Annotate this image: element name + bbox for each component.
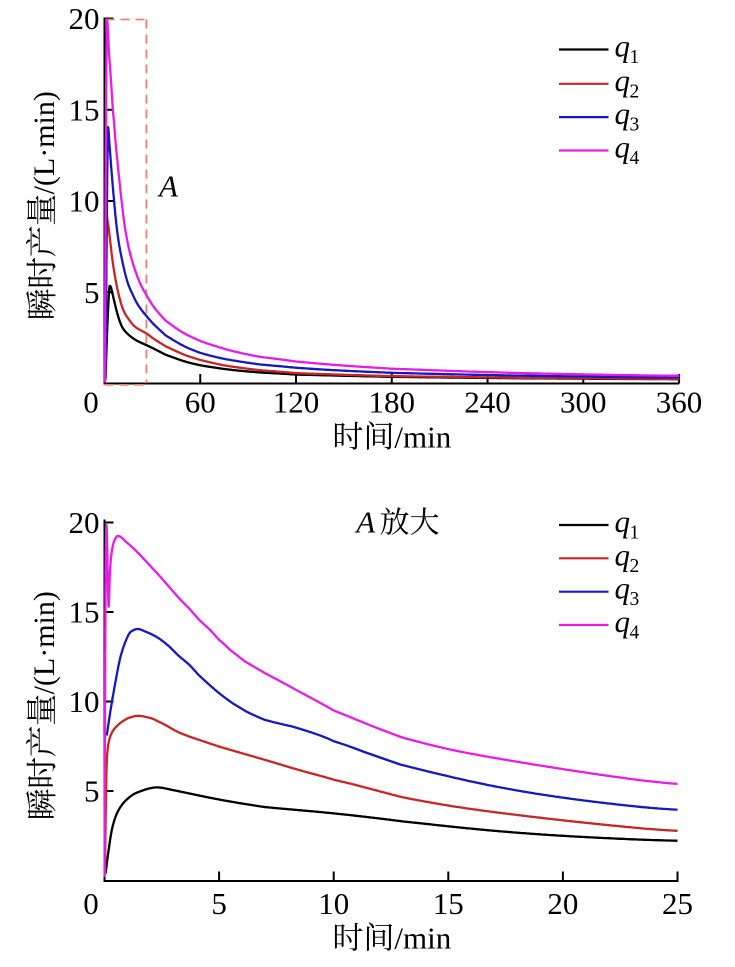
svg-text:q: q (615, 504, 631, 539)
svg-text:10: 10 (69, 184, 100, 219)
svg-text:300: 300 (560, 385, 607, 420)
svg-text:180: 180 (369, 385, 416, 420)
svg-text:15: 15 (69, 595, 100, 630)
svg-text:15: 15 (69, 92, 100, 127)
svg-text:5: 5 (84, 774, 100, 809)
svg-text:2: 2 (630, 556, 640, 577)
svg-text:10: 10 (69, 684, 100, 719)
svg-text:4: 4 (630, 148, 640, 169)
svg-text:q: q (615, 604, 631, 639)
svg-text:/(L·min): /(L·min) (28, 91, 61, 194)
svg-text:q: q (615, 571, 631, 606)
svg-text:5: 5 (84, 275, 100, 310)
svg-text:10: 10 (318, 886, 349, 921)
svg-text:/min: /min (394, 921, 451, 956)
svg-text:3: 3 (630, 115, 640, 136)
svg-text:q: q (615, 29, 631, 64)
svg-text:120: 120 (273, 385, 320, 420)
svg-text:240: 240 (464, 385, 511, 420)
svg-text:5: 5 (211, 886, 227, 921)
svg-text:q: q (615, 537, 631, 572)
svg-text:2: 2 (630, 81, 640, 102)
svg-text:0: 0 (83, 886, 99, 921)
svg-text:20: 20 (69, 1, 100, 36)
svg-text:q: q (615, 130, 631, 165)
svg-text:/(L·min): /(L·min) (28, 591, 61, 694)
svg-text:20: 20 (547, 886, 578, 921)
svg-text:/min: /min (394, 419, 451, 454)
svg-text:4: 4 (630, 623, 640, 644)
svg-text:3: 3 (630, 589, 640, 610)
svg-text:25: 25 (662, 886, 693, 921)
svg-text:q: q (615, 63, 631, 98)
svg-text:360: 360 (656, 385, 703, 420)
svg-text:0: 0 (83, 385, 99, 420)
svg-text:A: A (354, 505, 376, 540)
svg-text:20: 20 (69, 505, 100, 540)
svg-text:60: 60 (185, 385, 216, 420)
svg-text:1: 1 (630, 523, 640, 544)
svg-text:A: A (157, 169, 179, 204)
svg-text:1: 1 (630, 47, 640, 68)
svg-text:15: 15 (433, 886, 464, 921)
svg-text:q: q (615, 96, 631, 131)
